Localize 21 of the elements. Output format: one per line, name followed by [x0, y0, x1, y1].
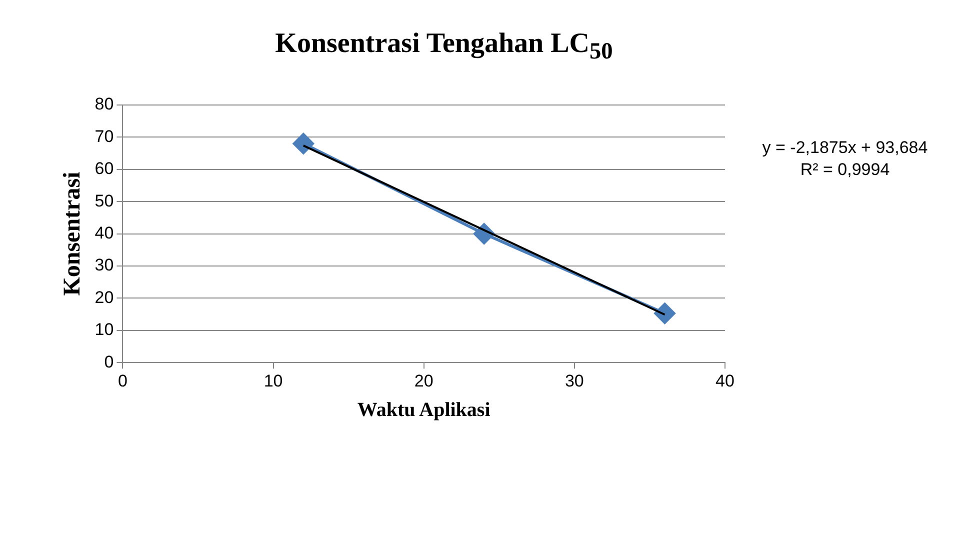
- x-tick-label: 20: [414, 371, 434, 390]
- x-tick-label: 30: [564, 371, 584, 390]
- y-tick-label: 50: [94, 191, 114, 210]
- y-tick-label: 80: [94, 94, 114, 114]
- y-tick-label: 20: [94, 288, 114, 307]
- text: y = -2,1875x + 93,684: [761, 137, 929, 159]
- x-tick-label: 40: [716, 371, 734, 390]
- point: [654, 302, 676, 324]
- chart-title: Konsentrasi Tengahan LC$_{50}$: [274, 28, 614, 66]
- text: R² = 0,9994: [799, 159, 891, 181]
- point: [292, 133, 314, 154]
- y-tick-label: 60: [94, 159, 114, 178]
- y-tick-label: 0: [104, 352, 114, 372]
- y-tick-label: 30: [94, 256, 114, 275]
- x-tick-label: 10: [264, 371, 283, 390]
- y-axis-title: Konsentrasi: [60, 171, 86, 296]
- y-tick-label: 70: [94, 126, 114, 146]
- x-tick-label: 0: [118, 371, 128, 390]
- y-tick-label: 10: [94, 320, 114, 340]
- x-axis-title: Waktu Aplikasi: [357, 399, 491, 422]
- y-tick-label: 40: [94, 223, 114, 242]
